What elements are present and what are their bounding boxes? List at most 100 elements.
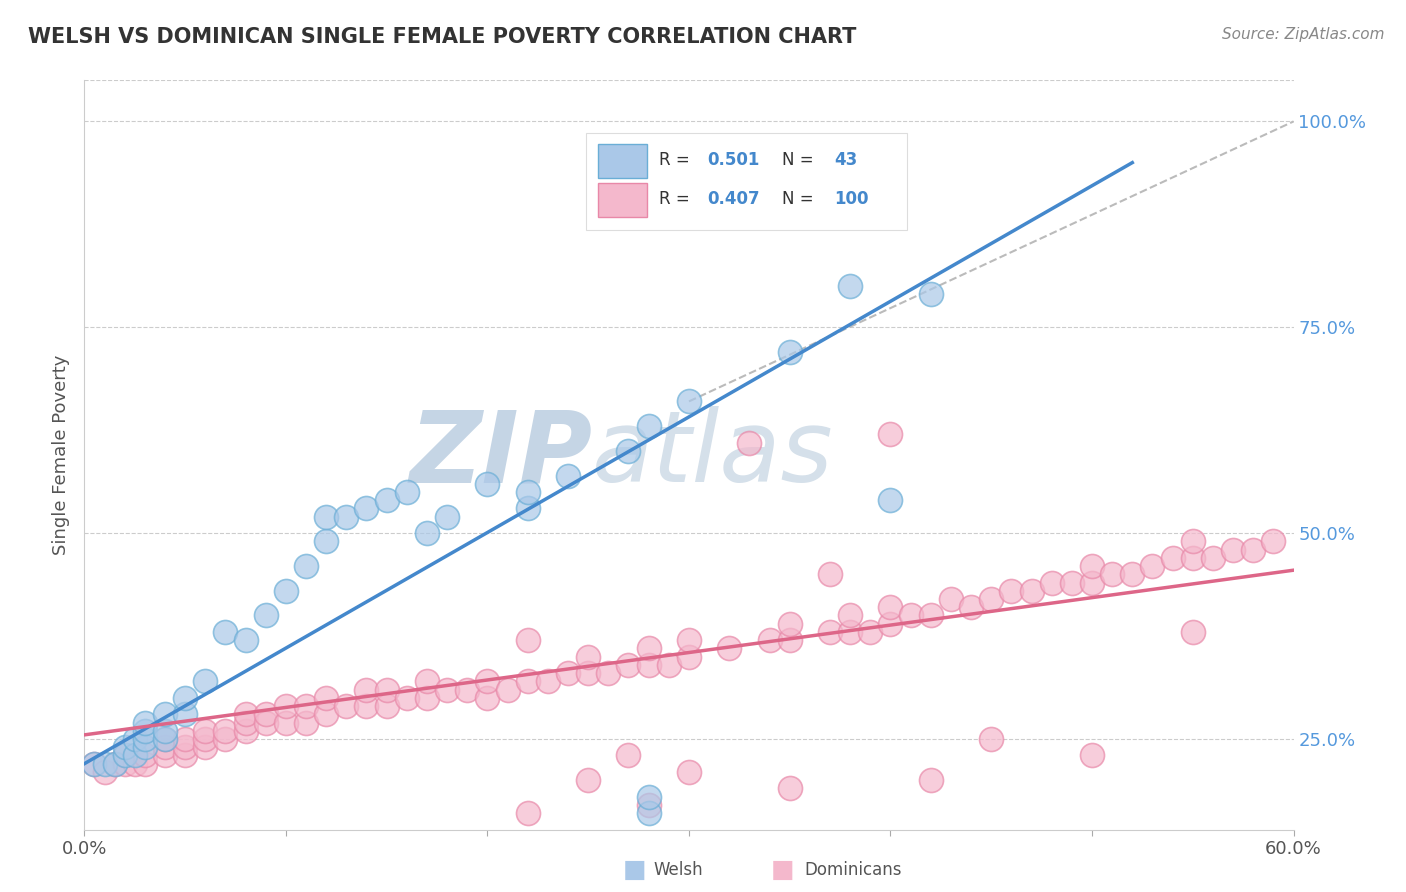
Point (658, 657, 681, 672)
Point (576, 666, 599, 681)
Point (153, 748, 176, 763)
Point (356, 682, 378, 697)
Point (295, 699, 318, 714)
Point (1202, 550, 1225, 565)
Point (617, 748, 640, 763)
Point (416, 690, 439, 705)
Point (637, 797, 659, 812)
Point (598, 666, 620, 681)
Point (153, 723, 176, 738)
Text: 0.407: 0.407 (707, 190, 759, 209)
Point (900, 608, 922, 623)
Point (920, 608, 942, 623)
Text: N =: N = (782, 152, 818, 169)
Point (576, 773, 599, 788)
Point (114, 740, 136, 755)
Point (375, 699, 398, 714)
Point (335, 699, 357, 714)
Point (194, 731, 217, 746)
Point (839, 608, 862, 623)
Point (496, 682, 519, 697)
Point (153, 731, 176, 746)
Point (1021, 583, 1043, 598)
Point (194, 674, 217, 689)
Point (779, 781, 801, 796)
Point (617, 443, 640, 458)
Point (879, 600, 901, 615)
Point (274, 699, 297, 714)
Point (678, 394, 700, 409)
Point (114, 748, 136, 763)
Point (516, 501, 538, 516)
Point (174, 731, 197, 746)
Point (194, 723, 217, 738)
Point (879, 427, 901, 442)
Point (315, 534, 337, 549)
Point (1081, 748, 1104, 763)
Point (1000, 583, 1022, 598)
Point (477, 674, 499, 689)
Point (356, 501, 378, 516)
Point (153, 707, 176, 722)
Point (980, 592, 1002, 607)
Point (779, 633, 801, 648)
Point (93, 764, 115, 779)
FancyBboxPatch shape (599, 144, 647, 178)
Point (477, 476, 499, 491)
Point (174, 748, 197, 763)
Point (375, 682, 398, 697)
Point (235, 633, 257, 648)
Point (1121, 567, 1143, 582)
Text: WELSH VS DOMINICAN SINGLE FEMALE POVERTY CORRELATION CHART: WELSH VS DOMINICAN SINGLE FEMALE POVERTY… (28, 27, 856, 46)
Point (295, 559, 318, 574)
Text: Welsh: Welsh (654, 861, 703, 879)
Point (1060, 575, 1083, 590)
Point (254, 715, 277, 730)
Point (235, 723, 257, 738)
Point (1181, 550, 1204, 565)
Point (557, 666, 579, 681)
Point (678, 649, 700, 664)
Text: 43: 43 (834, 152, 858, 169)
Point (114, 748, 136, 763)
Point (436, 509, 458, 524)
Point (174, 740, 197, 755)
Point (134, 723, 156, 738)
Point (1263, 534, 1285, 549)
FancyBboxPatch shape (599, 183, 647, 217)
Point (839, 279, 862, 293)
Text: Source: ZipAtlas.com: Source: ZipAtlas.com (1222, 27, 1385, 42)
Point (194, 740, 217, 755)
Point (124, 731, 146, 746)
Text: 0.501: 0.501 (707, 152, 759, 169)
Point (235, 715, 257, 730)
Point (758, 633, 780, 648)
Point (375, 493, 398, 508)
Point (174, 707, 197, 722)
Point (839, 624, 862, 639)
Point (516, 633, 538, 648)
Point (1081, 575, 1104, 590)
Point (1241, 542, 1264, 557)
Point (153, 740, 176, 755)
Point (315, 707, 337, 722)
Point (104, 756, 127, 771)
Point (254, 707, 277, 722)
Point (1142, 559, 1164, 574)
Point (235, 707, 257, 722)
Point (274, 583, 297, 598)
Point (1222, 542, 1244, 557)
Text: ■: ■ (623, 858, 647, 881)
FancyBboxPatch shape (586, 133, 907, 230)
Point (356, 699, 378, 714)
Point (920, 287, 942, 301)
Point (315, 509, 337, 524)
Point (920, 773, 942, 788)
Point (93, 756, 115, 771)
Point (678, 633, 700, 648)
Text: R =: R = (659, 190, 695, 209)
Point (214, 731, 236, 746)
Point (395, 485, 418, 500)
Point (214, 624, 236, 639)
Point (516, 485, 538, 500)
